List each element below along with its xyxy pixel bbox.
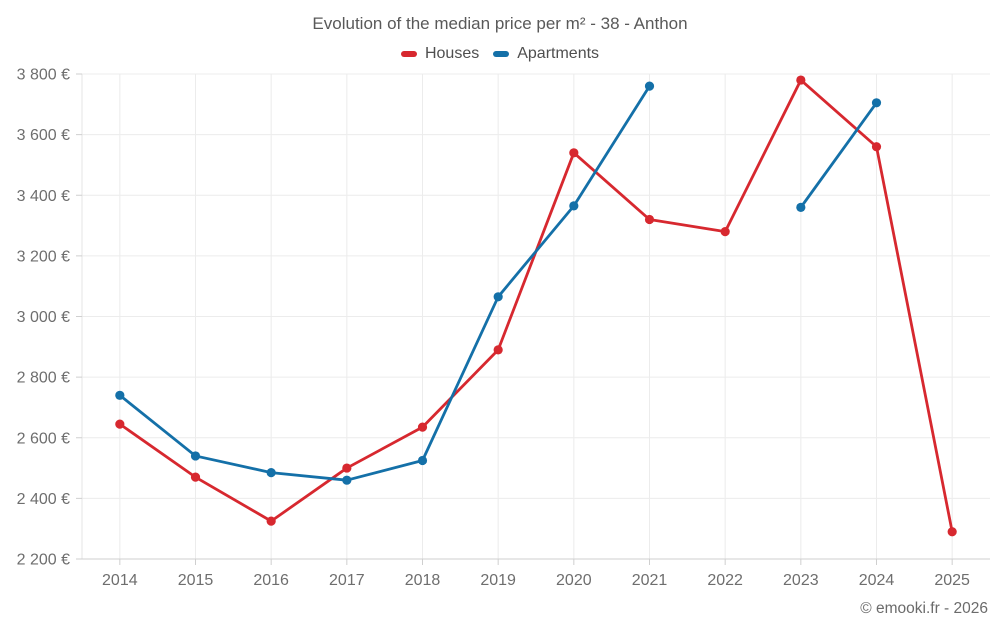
- houses-point-2023[interactable]: [796, 75, 806, 85]
- apartments-point-2014[interactable]: [115, 390, 125, 400]
- chart-title: Evolution of the median price per m² - 3…: [312, 14, 688, 33]
- x-axis-label: 2025: [934, 572, 970, 589]
- apartments-line: [799, 101, 878, 209]
- x-axis-label: 2023: [783, 572, 819, 589]
- apartments-point-2015[interactable]: [190, 451, 201, 461]
- houses-point-2025[interactable]: [947, 527, 957, 537]
- houses-point-2024[interactable]: [871, 142, 882, 152]
- houses-point-2018[interactable]: [417, 422, 428, 432]
- apartments-point-2023[interactable]: [796, 202, 806, 212]
- x-axis-label: 2022: [707, 572, 743, 589]
- legend-label-houses: Houses: [424, 45, 480, 62]
- houses-point-2014[interactable]: [115, 419, 125, 429]
- houses-point-2020[interactable]: [569, 148, 579, 158]
- houses-line: [118, 78, 954, 534]
- chart-legend: Houses Apartments: [0, 45, 1000, 63]
- x-axis-label: 2021: [632, 572, 668, 589]
- x-axis-label: 2018: [405, 572, 441, 589]
- apartments-point-2019[interactable]: [493, 292, 503, 302]
- copyright-footer: © emooki.fr - 2026: [860, 600, 988, 617]
- houses-point-2015[interactable]: [190, 472, 201, 482]
- houses-point-2017[interactable]: [342, 463, 352, 473]
- houses-point-2019[interactable]: [493, 345, 503, 355]
- houses-point-2021[interactable]: [644, 214, 655, 225]
- y-axis-label: 2 800 €: [17, 370, 70, 387]
- legend-label-apartments: Apartments: [517, 45, 600, 62]
- x-axis-label: 2016: [253, 572, 289, 589]
- y-axis-label: 3 400 €: [17, 188, 70, 205]
- x-axis-label: 2014: [102, 572, 138, 589]
- y-axis-label: 2 600 €: [17, 430, 70, 447]
- y-axis-label: 2 400 €: [17, 491, 70, 508]
- x-axis-label: 2024: [859, 572, 895, 589]
- y-axis-label: 3 000 €: [17, 309, 70, 326]
- x-axis-label: 2019: [480, 572, 516, 589]
- y-axis-label: 3 600 €: [17, 127, 70, 144]
- apartments-legend-marker-icon: [493, 51, 510, 57]
- apartments-line: [118, 84, 651, 482]
- y-axis-label: 2 200 €: [17, 552, 70, 569]
- apartments-point-2020[interactable]: [569, 201, 579, 211]
- legend-item-apartments[interactable]: Apartments: [493, 45, 599, 63]
- legend-item-houses[interactable]: Houses: [400, 45, 480, 63]
- x-axis-label: 2020: [556, 572, 592, 589]
- apartments-point-2024[interactable]: [871, 98, 882, 108]
- apartments-point-2017[interactable]: [342, 475, 352, 485]
- y-axis-label: 3 800 €: [17, 67, 70, 84]
- houses-point-2016[interactable]: [266, 516, 276, 526]
- y-axis-label: 3 200 €: [17, 248, 70, 265]
- houses-point-2022[interactable]: [720, 227, 730, 237]
- x-axis-label: 2015: [178, 572, 214, 589]
- houses-legend-marker-icon: [400, 51, 417, 57]
- apartments-point-2016[interactable]: [266, 468, 276, 478]
- apartments-point-2021[interactable]: [644, 81, 655, 91]
- apartments-point-2018[interactable]: [417, 455, 428, 466]
- x-axis-label: 2017: [329, 572, 365, 589]
